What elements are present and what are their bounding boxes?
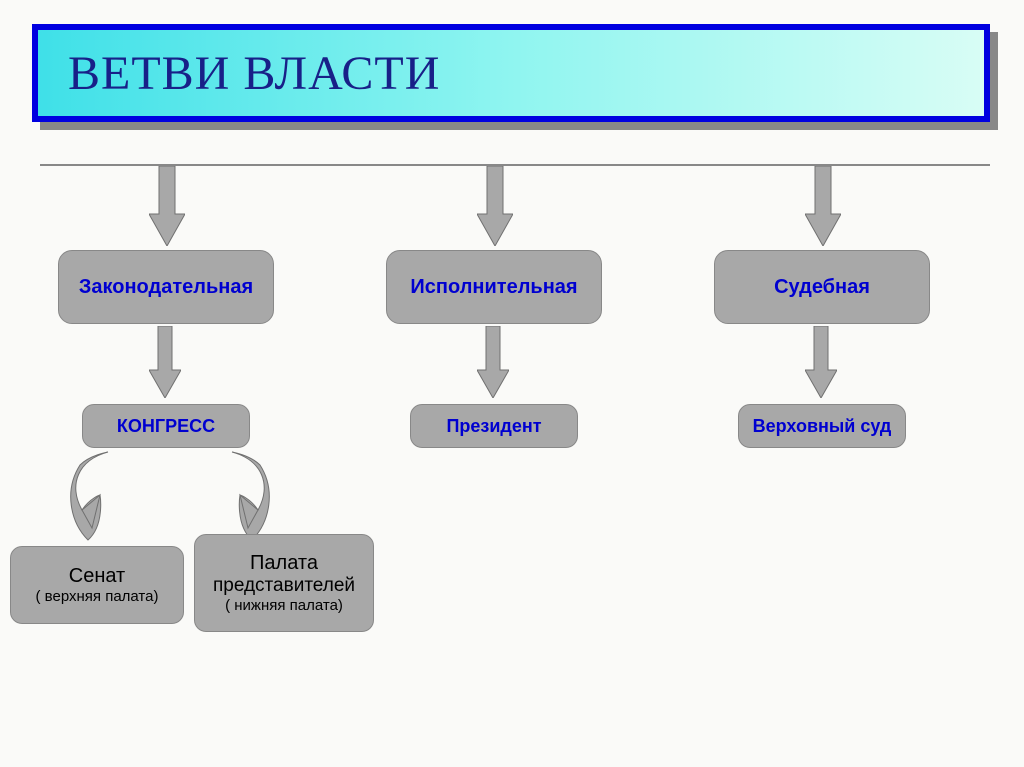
body-label: Верховный суд — [753, 416, 892, 437]
branch-label: Судебная — [774, 276, 870, 299]
arrow-down-icon — [149, 326, 181, 398]
chamber-senate: Сенат ( верхняя палата) — [10, 546, 184, 624]
arrow-down-icon — [805, 326, 837, 398]
arrow-down-icon — [149, 166, 185, 246]
branch-label: Законодательная — [79, 276, 253, 299]
body-supreme-court: Верховный суд — [738, 404, 906, 448]
chamber-sublabel: ( верхняя палата) — [36, 588, 159, 605]
chamber-label: Сенат — [69, 565, 125, 588]
chamber-house: Палата представителей ( нижняя палата) — [194, 534, 374, 632]
chamber-label: Палата — [250, 552, 318, 575]
title-text: ВЕТВИ ВЛАСТИ — [68, 46, 440, 101]
arrow-down-icon — [805, 166, 841, 246]
body-president: Президент — [410, 404, 578, 448]
branch-label: Исполнительная — [410, 276, 577, 299]
body-congress: КОНГРЕСС — [82, 404, 250, 448]
arrow-down-icon — [477, 326, 509, 398]
chamber-sublabel: ( нижняя палата) — [225, 597, 343, 614]
branch-judicial: Судебная — [714, 250, 930, 324]
title-box: ВЕТВИ ВЛАСТИ — [32, 24, 990, 122]
branch-executive: Исполнительная — [386, 250, 602, 324]
body-label: Президент — [446, 416, 541, 437]
body-label: КОНГРЕСС — [117, 416, 215, 437]
chamber-label2: представителей — [213, 575, 355, 597]
arrow-down-icon — [477, 166, 513, 246]
curved-arrow-icon — [60, 450, 130, 550]
branch-legislative: Законодательная — [58, 250, 274, 324]
